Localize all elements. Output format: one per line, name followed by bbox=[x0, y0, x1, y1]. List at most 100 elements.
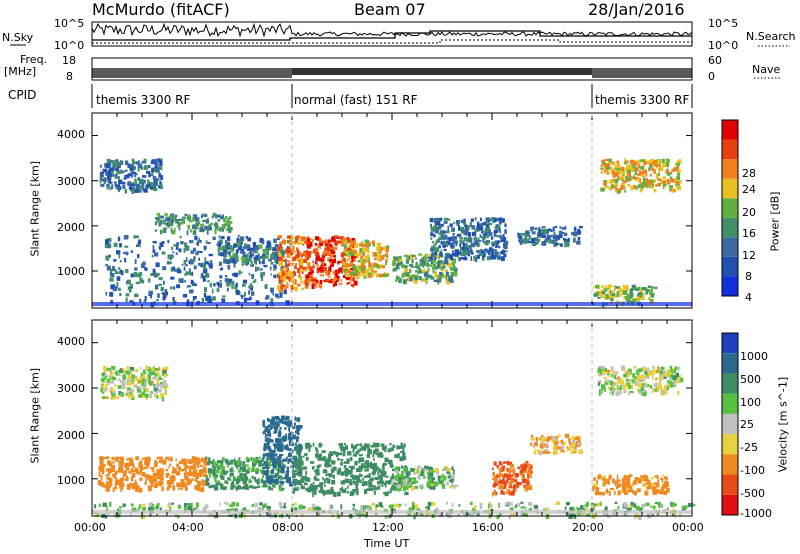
velocity-echo-cell bbox=[265, 473, 268, 478]
power-echo-cell bbox=[434, 222, 437, 226]
velocity-echo-cell bbox=[389, 505, 394, 510]
velocity-echo-cell bbox=[517, 466, 521, 470]
power-echo-cell bbox=[609, 295, 614, 301]
velocity-echo-cell bbox=[329, 505, 332, 510]
velocity-echo-cell bbox=[229, 504, 234, 507]
velocity-echo-cell bbox=[225, 486, 228, 490]
power-echo-cell bbox=[324, 239, 328, 244]
velocity-echo-cell bbox=[153, 386, 157, 392]
velocity-echo-cell bbox=[146, 474, 150, 479]
power-echo-cell bbox=[119, 169, 123, 174]
velocity-echo-cell bbox=[117, 481, 122, 486]
velocity-echo-cell bbox=[308, 448, 311, 452]
power-echo-cell bbox=[561, 227, 566, 230]
velocity-echo-cell bbox=[118, 391, 122, 395]
power-echo-cell bbox=[436, 279, 439, 283]
power-echo-cell bbox=[573, 231, 578, 237]
velocity-echo-cell bbox=[678, 377, 684, 383]
velocity-echo-cell bbox=[272, 465, 275, 470]
power-echo-cell bbox=[397, 262, 401, 267]
velocity-echo-cell bbox=[306, 445, 309, 449]
velocity-echo-cell bbox=[155, 387, 159, 390]
power-echo-cell bbox=[174, 227, 176, 232]
velocity-echo-cell bbox=[296, 417, 301, 422]
velocity-echo-cell bbox=[127, 394, 131, 399]
power-echo-cell bbox=[299, 275, 303, 281]
velocity-echo-cell bbox=[534, 505, 539, 509]
power-echo-cell bbox=[476, 242, 480, 247]
power-echo-cell bbox=[140, 178, 144, 184]
velocity-echo-cell bbox=[352, 489, 355, 492]
power-echo-cell bbox=[498, 245, 501, 249]
power-echo-cell bbox=[127, 286, 131, 290]
velocity-echo-cell bbox=[308, 477, 311, 481]
power-echo-cell bbox=[300, 254, 304, 257]
velocity-echo-cell bbox=[166, 383, 168, 387]
power-echo-cell bbox=[175, 214, 178, 218]
power-echo-cell bbox=[525, 238, 530, 242]
noise-sky-trace bbox=[91, 22, 693, 38]
velocity-echo-cell bbox=[529, 442, 533, 446]
velocity-echo-cell bbox=[288, 432, 291, 437]
power-echo-cell bbox=[615, 188, 620, 191]
power-echo-cell bbox=[322, 253, 326, 256]
velocity-echo-cell bbox=[105, 456, 110, 459]
velocity-echo-cell bbox=[128, 457, 133, 460]
power-echo-cell bbox=[128, 186, 134, 190]
velocity-echo-cell bbox=[202, 483, 208, 486]
velocity-echo-cell bbox=[626, 479, 630, 483]
velocity-echo-cell bbox=[628, 474, 633, 477]
power-echo-cell bbox=[241, 295, 243, 300]
velocity-echo-cell bbox=[110, 388, 115, 392]
power-echo-cell bbox=[669, 188, 674, 191]
power-echo-cell bbox=[526, 230, 530, 236]
power-echo-cell bbox=[157, 185, 161, 188]
power-echo-cell bbox=[604, 285, 607, 289]
velocity-echo-cell bbox=[682, 505, 684, 510]
power-echo-cell bbox=[232, 252, 236, 258]
velocity-echo-cell bbox=[175, 458, 177, 462]
velocity-echo-cell bbox=[248, 485, 251, 488]
velocity-echo-cell bbox=[240, 476, 245, 482]
velocity-echo-cell bbox=[178, 471, 181, 475]
velocity-echo-cell bbox=[657, 501, 662, 506]
power-echo-cell bbox=[431, 241, 434, 244]
power-echo-cell bbox=[343, 275, 346, 278]
velocity-echo-cell bbox=[171, 471, 176, 474]
velocity-echo-cell bbox=[292, 467, 294, 472]
velocity-echo-cell bbox=[377, 481, 379, 484]
velocity-echo-cell bbox=[114, 480, 119, 486]
velocity-echo-cell bbox=[260, 478, 264, 484]
power-echo-cell bbox=[305, 241, 308, 245]
velocity-echo-cell bbox=[228, 462, 231, 466]
velocity-echo-cell bbox=[643, 374, 646, 380]
power-echo-cell bbox=[150, 294, 152, 299]
velocity-echo-cell bbox=[553, 443, 558, 449]
velocity-echo-cell bbox=[142, 385, 145, 391]
power-echo-cell bbox=[460, 247, 463, 252]
velocity-echo-cell bbox=[274, 421, 276, 424]
velocity-echo-cell bbox=[650, 385, 653, 389]
velocity-echo-cell bbox=[626, 382, 631, 385]
power-echo-cell bbox=[483, 233, 488, 237]
velocity-echo-cell bbox=[113, 475, 117, 479]
velocity-echo-cell bbox=[147, 485, 150, 490]
power-echo-cell bbox=[242, 251, 246, 257]
power-echo-cell bbox=[443, 266, 446, 269]
power-echo-cell bbox=[315, 284, 318, 289]
power-echo-cell bbox=[372, 251, 376, 257]
velocity-echo-cell bbox=[508, 486, 513, 489]
power-echo-cell bbox=[319, 274, 324, 277]
power-echo-cell bbox=[125, 297, 128, 303]
velocity-echo-cell bbox=[604, 380, 609, 385]
velocity-echo-cell bbox=[606, 478, 610, 484]
power-echo-cell bbox=[205, 240, 208, 244]
velocity-echo-cell bbox=[153, 464, 158, 468]
power-echo-cell bbox=[503, 240, 509, 246]
power-echo-cell bbox=[645, 289, 648, 295]
velocity-echo-cell bbox=[161, 385, 167, 389]
velocity-echo-cell bbox=[253, 457, 258, 462]
power-echo-cell bbox=[150, 272, 155, 277]
power-echo-cell bbox=[229, 216, 232, 220]
velocity-echo-cell bbox=[175, 471, 180, 476]
